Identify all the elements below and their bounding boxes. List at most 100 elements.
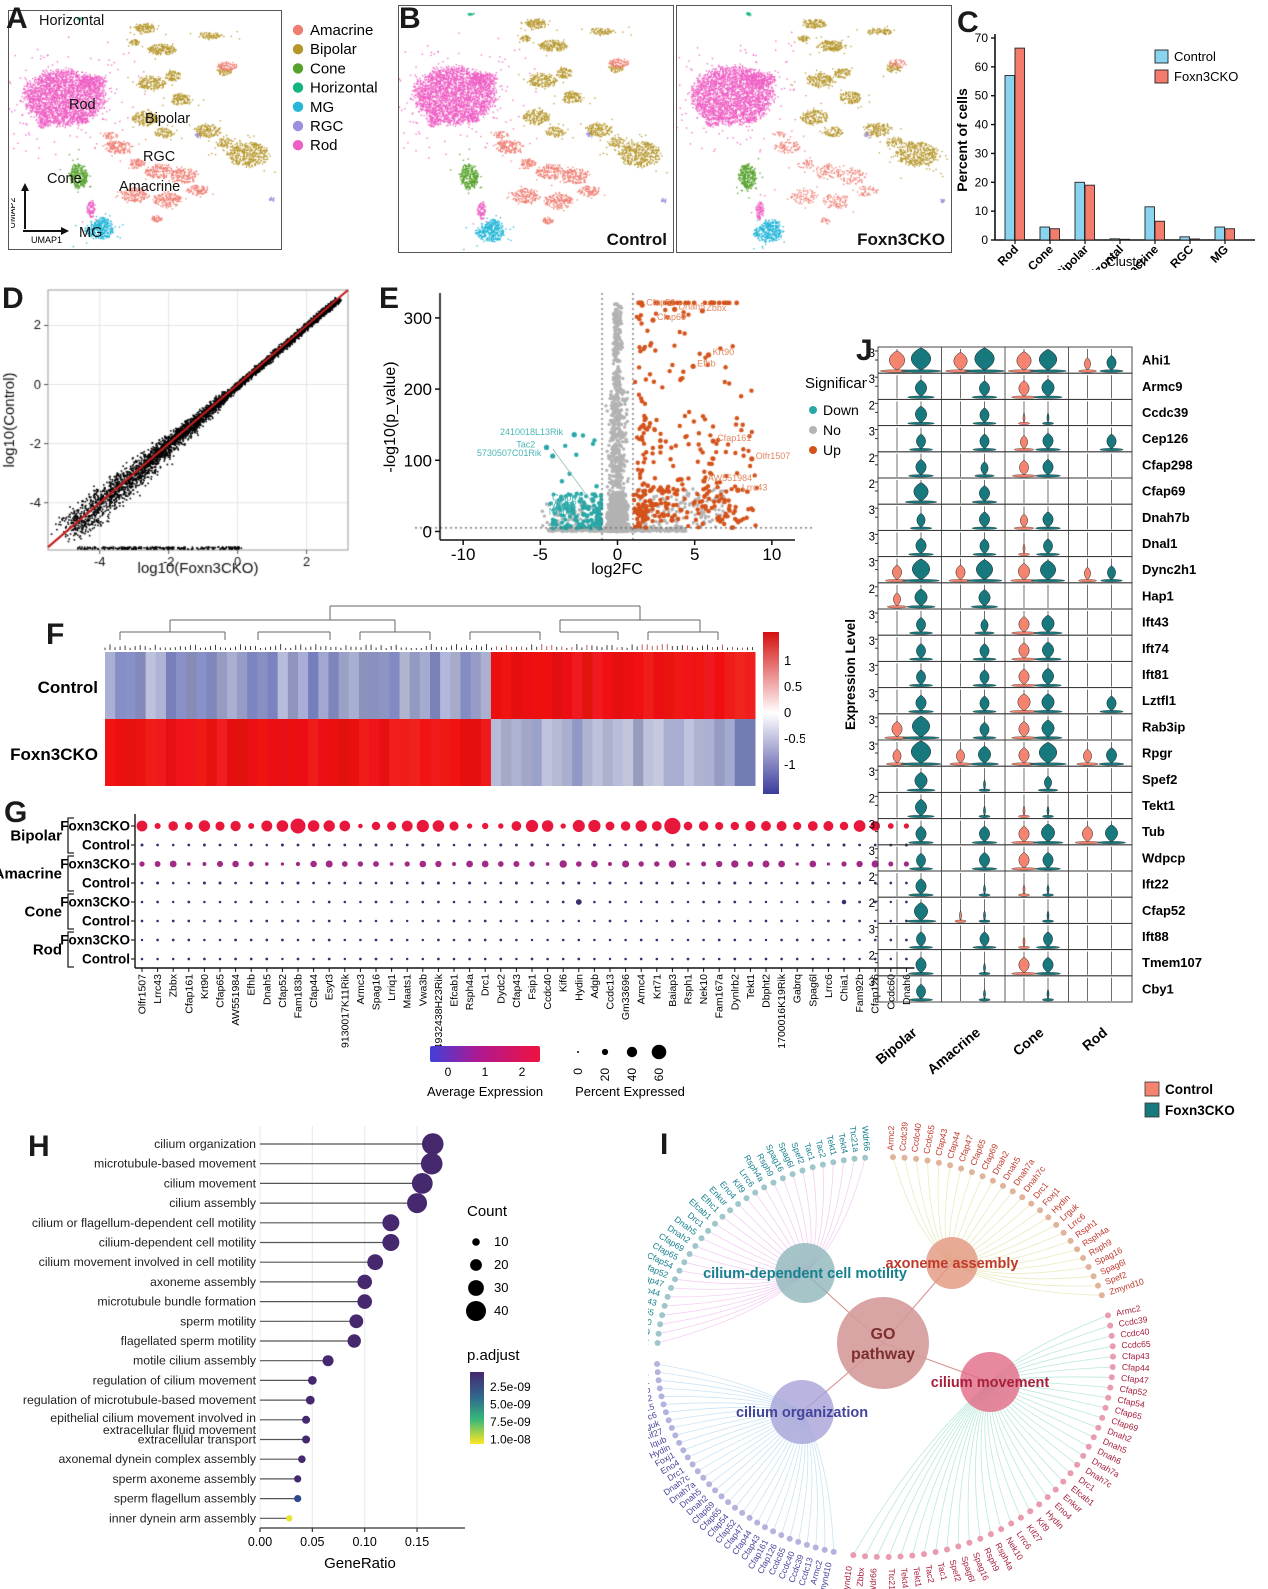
gene-dot-Cfap47 — [746, 1514, 753, 1521]
dot-cone-control-Armc3 — [359, 919, 362, 923]
y-tick-label: 200 — [404, 380, 432, 399]
lollipop-dot — [407, 1193, 428, 1214]
heat-cell-foxn3cko — [663, 719, 675, 786]
category-node-cilium-movement — [960, 1352, 1020, 1412]
gene-label-Cfap52: Cfap52 — [1142, 903, 1185, 918]
gene-dot-Ccdc40 — [1108, 1332, 1115, 1339]
dot-cone-control-Gabrq — [795, 919, 799, 923]
dot-cone-foxn3cko-Baiap3 — [671, 900, 674, 904]
dot-rod-control-Spag6l — [811, 957, 815, 961]
dot-rod-foxn3cko-Cfap52 — [281, 938, 284, 942]
gene-dot-Dnah7a — [1080, 1452, 1087, 1459]
violin-Cby1-foxn3cko — [916, 983, 926, 1000]
heat-cell-control — [145, 652, 157, 719]
gene-dot-Spag6l — [955, 1543, 962, 1550]
dot-rod-foxn3cko-Rsph1 — [686, 938, 690, 942]
dot-cone-foxn3cko-Vwa3b — [421, 900, 425, 904]
violin-Lztfl1-foxn3cko — [1106, 695, 1117, 712]
dot-rod-foxn3cko-Fam167a — [717, 938, 721, 942]
dot-bipolar-control-Gabrq — [795, 843, 799, 847]
heat-cell-control — [490, 652, 502, 719]
gene-label-Lrrc43: Lrrc43 — [152, 974, 164, 1004]
gene-dot-Spag16 — [966, 1539, 973, 1546]
gene-dot-Dnah7c — [1019, 1194, 1026, 1201]
heat-cell-foxn3cko — [734, 719, 746, 786]
heat-cell-control — [389, 652, 401, 719]
gene-label-Armc2: Armc2 — [648, 1335, 649, 1347]
celltype-legend-svg: Amacrine Bipolar Cone Horizontal MG RGC Rod — [292, 22, 378, 154]
gene-label-up-Lrrc43: Lrrc43 — [742, 482, 768, 492]
dot-rod-control-Gm33696 — [624, 957, 627, 961]
heat-cell-control — [186, 652, 197, 719]
dot-cone-control-Ccdc13 — [608, 919, 612, 923]
lollipop-dot — [421, 1133, 444, 1155]
gene-label-Tac2: Tac2 — [814, 1139, 829, 1159]
gene-dot-Ttc21a — [851, 1155, 858, 1162]
lollipop-dot — [420, 1152, 443, 1175]
dot-rod-control-Baiap3 — [671, 957, 674, 961]
violin-Wdpcp-foxn3cko — [979, 852, 990, 869]
heat-cell-control — [572, 652, 583, 719]
dot-rod-control-Cfap44 — [312, 957, 315, 961]
x-group-label-cone: Cone — [1010, 1024, 1047, 1059]
dot-cone-foxn3cko-Cfap43 — [515, 900, 518, 904]
term-label: regulation of microtubule-based movement — [23, 1393, 257, 1407]
violin-Hap1-foxn3cko — [914, 588, 928, 607]
gene-label-Fsip1: Fsip1 — [527, 974, 539, 1000]
violin-Cep126-control — [1020, 435, 1028, 450]
violin-Ift81-foxn3cko — [979, 669, 990, 685]
row-label-cone-foxn3cko: Foxn3CKO — [60, 895, 130, 910]
violin-Dnal1-control — [1022, 543, 1026, 555]
violin-Ccdc39-control — [1022, 412, 1026, 424]
dot-bipolar-control-Cfap52 — [280, 843, 284, 847]
gene-dot-Wdr66 — [862, 1154, 869, 1161]
dot-bipolar-control-Armc3 — [358, 843, 362, 847]
violin-svg: 3 Ahi1 3 Armc9 2 Ccdc39 3 Cep126 2 Cfap298 2 Cfap69… — [843, 346, 1235, 1118]
gene-label-Cfap52: Cfap52 — [1119, 1384, 1148, 1398]
panel-j-violins: 3 Ahi1 3 Armc9 2 Ccdc39 3 Cep126 2 Cfap298 2 Cfap69… — [843, 330, 1268, 1130]
dot-bipolar-foxn3cko-Nek10 — [698, 821, 709, 831]
gene-dot-Kif9 — [1027, 1508, 1034, 1515]
violin-Tub-control — [1082, 825, 1093, 843]
umap-plot-a: Horizontal Rod Bipolar RGC Cone Amacrine MG UMA… — [7, 10, 282, 250]
gene-label-down-Wfdc2: Wfdc2 — [551, 499, 577, 509]
gene-dot-Cfap52 — [672, 1276, 678, 1283]
group-bracket — [67, 817, 74, 854]
gene-dot-Ccdc65 — [659, 1312, 666, 1319]
lollipop-dot — [349, 1314, 364, 1329]
heat-cell-foxn3cko — [592, 719, 604, 786]
dot-bipolar-foxn3cko-Drc1 — [482, 822, 489, 830]
padjust-tick-label: 2.5e-09 — [490, 1380, 531, 1394]
gene-dot-Cfap43 — [661, 1302, 668, 1309]
lollipop-dot — [286, 1515, 293, 1522]
y-tick-label: 300 — [404, 309, 432, 328]
heat-cell-foxn3cko — [470, 719, 482, 786]
dot-rod-foxn3cko-Tekt1 — [749, 938, 752, 942]
heat-cell-control — [206, 652, 218, 719]
gene-dot-Dnah2 — [989, 1177, 996, 1184]
gene-dot-Dnah7a — [700, 1474, 707, 1481]
violin-Tmem107-foxn3cko — [915, 956, 927, 974]
gene-dot-Zbbx — [862, 1553, 868, 1560]
gene-label-Ttc21a: Ttc21a — [887, 1568, 897, 1589]
group-label-bipolar: Bipolar — [10, 828, 62, 845]
heat-cell-control — [551, 652, 563, 719]
gene-dot-Spag6l — [789, 1171, 796, 1178]
dot-cone-control-Ccdc40 — [546, 919, 549, 923]
dot-amacrine-foxn3cko-Esyt3 — [325, 860, 333, 868]
dot-rod-foxn3cko-Kif6 — [561, 938, 565, 942]
panel-c-barchart: 0 10 20 30 40 50 60 70 Percent of cells Rod Cone Bi… — [954, 0, 1268, 294]
gene-dot-Cfap69 — [1099, 1414, 1106, 1421]
gene-label-Spag16: Spag16 — [371, 974, 383, 1010]
dot-cone-control-Dbpht2 — [764, 919, 768, 923]
panel-a-letter: A — [6, 2, 28, 35]
dot-amacrine-control-Spag16 — [374, 881, 378, 885]
dot-amacrine-foxn3cko-Ccdc40 — [545, 862, 550, 866]
avg-expr-colorbar — [430, 1046, 540, 1062]
violin-Ift43-foxn3cko — [980, 618, 989, 633]
gene-dot-Cfap69 — [979, 1173, 986, 1180]
violin-Ahi1-foxn3cko — [1039, 349, 1057, 371]
dot-bipolar-foxn3cko-Spag16 — [371, 821, 381, 831]
y-max-label: 3 — [869, 662, 875, 674]
group-bracket — [67, 855, 74, 892]
